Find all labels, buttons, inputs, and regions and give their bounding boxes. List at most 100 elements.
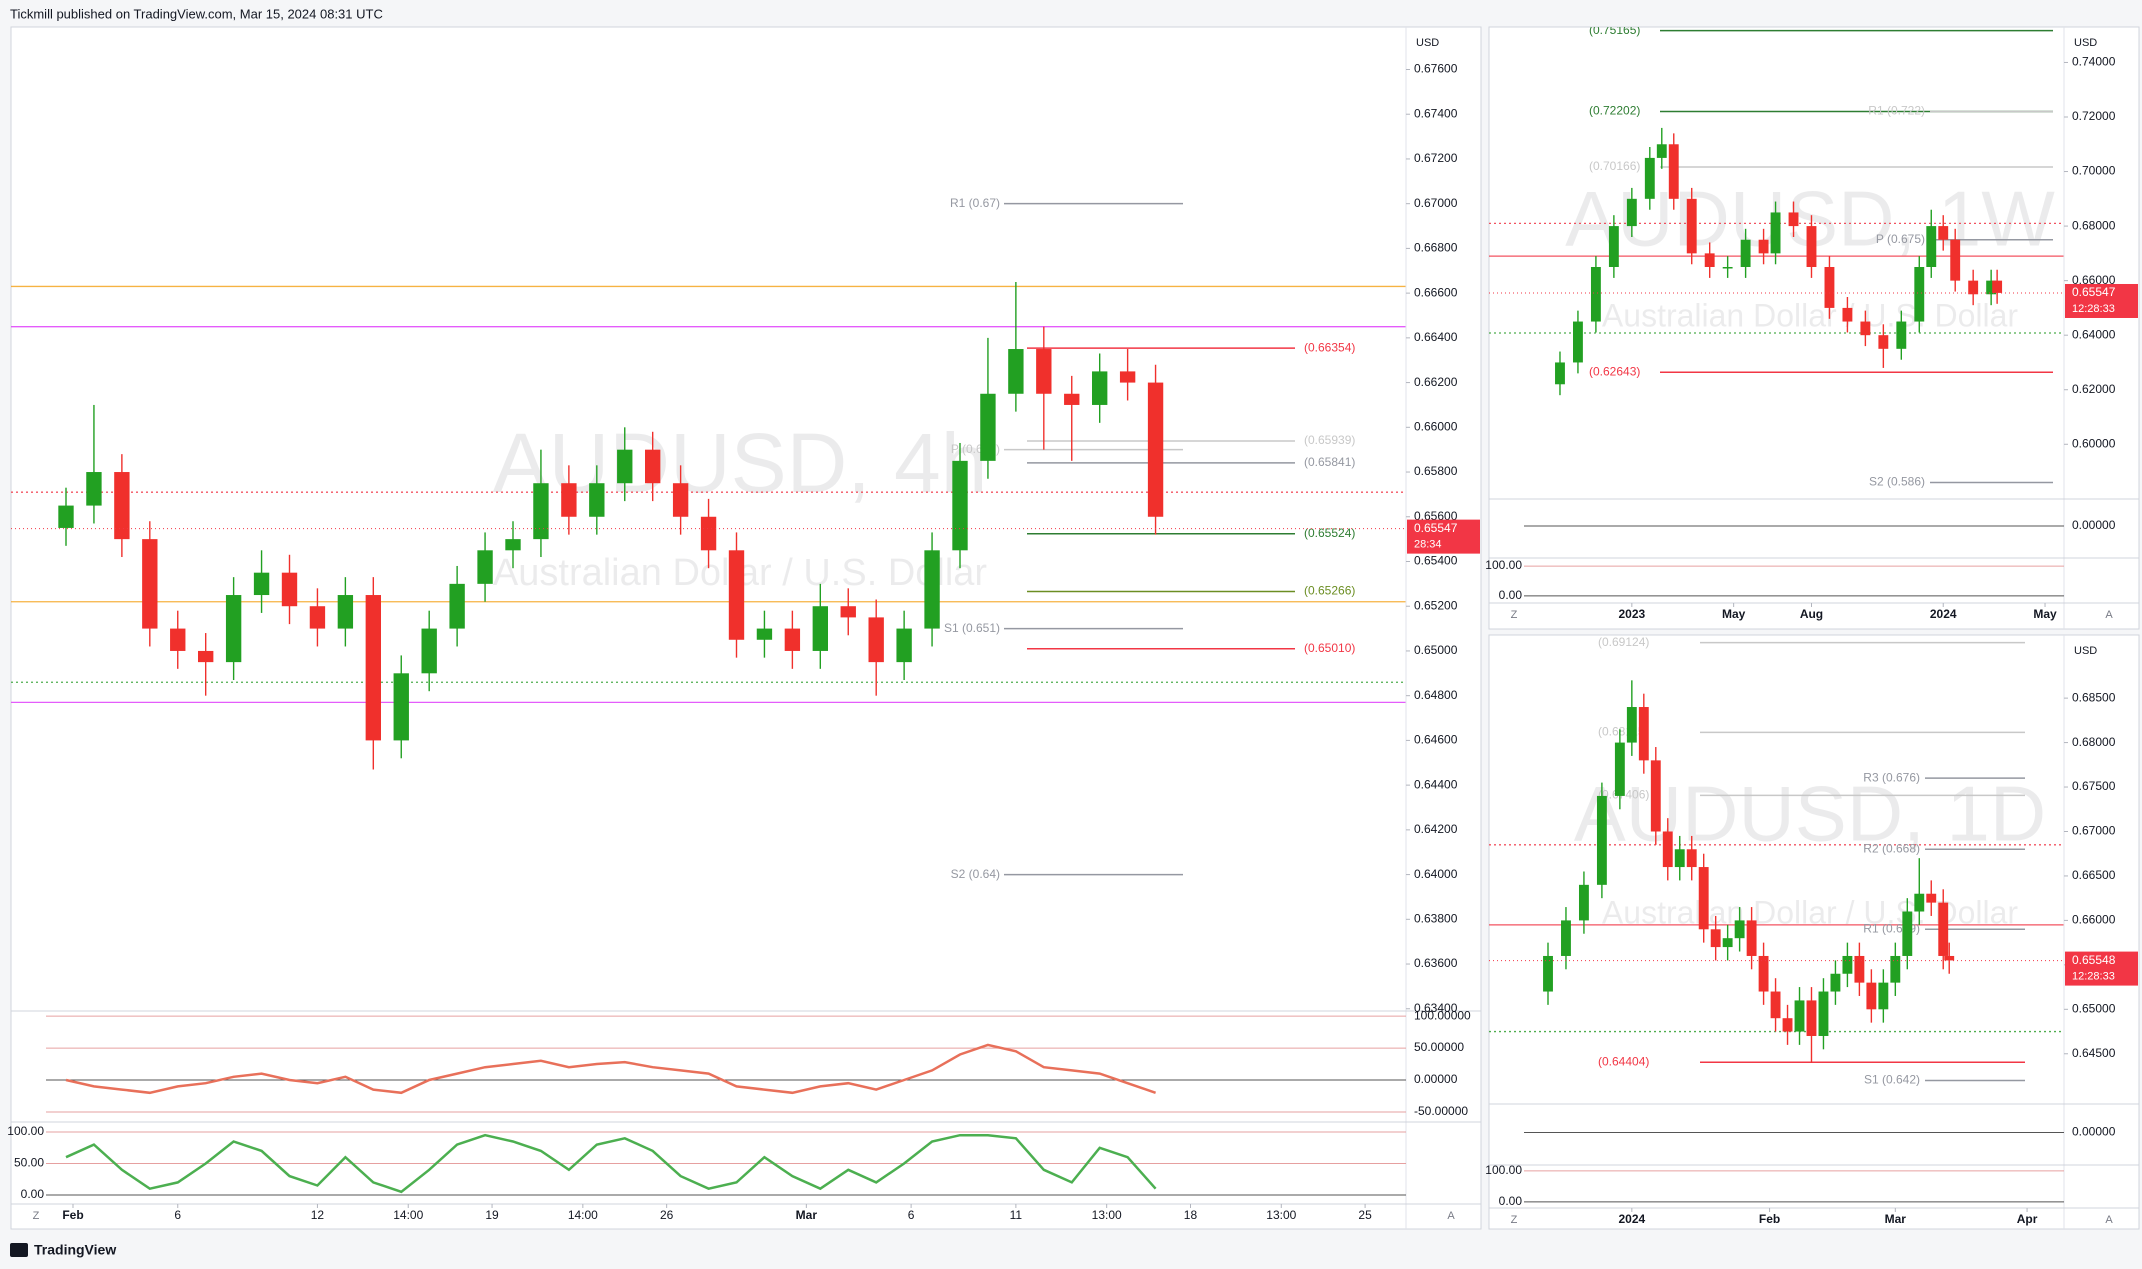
y-tick-label: 0.65400 bbox=[1414, 554, 1458, 568]
watermark-subtitle: Australian Dollar / U.S. Dollar bbox=[1602, 297, 2018, 333]
y-tick-label: 0.66600 bbox=[1414, 285, 1458, 299]
candle-body bbox=[198, 650, 214, 663]
axis-button[interactable]: A bbox=[2105, 1214, 2113, 1226]
candle-body bbox=[1944, 955, 1955, 961]
candle-body bbox=[617, 449, 633, 484]
candle-body bbox=[281, 572, 298, 607]
candle-body bbox=[1008, 349, 1024, 394]
candle-body bbox=[1818, 991, 1829, 1036]
x-tick-label: Feb bbox=[1759, 1212, 1780, 1226]
candle-body bbox=[58, 505, 74, 528]
candle-body bbox=[1734, 920, 1745, 939]
x-tick-label: 13:00 bbox=[1266, 1208, 1296, 1222]
oscillator-line bbox=[65, 1133, 1157, 1194]
oscillator-line bbox=[65, 1043, 1157, 1095]
candle-body bbox=[1614, 742, 1625, 796]
x-tick-label: 14:00 bbox=[568, 1208, 598, 1222]
candle-body bbox=[393, 673, 409, 741]
candle-body bbox=[1686, 849, 1697, 868]
candle-body bbox=[421, 628, 437, 674]
y-tick-label: 0.66000 bbox=[1414, 419, 1458, 433]
level-label: S1 (0.651) bbox=[944, 621, 1000, 635]
x-tick-label: 13:00 bbox=[1092, 1208, 1122, 1222]
candle-body bbox=[1626, 198, 1637, 227]
osc-tick-label: 50.00000 bbox=[1414, 1040, 1464, 1054]
candle-body bbox=[645, 449, 661, 484]
axis-button[interactable]: Z bbox=[1511, 1214, 1518, 1226]
y-tick-label: 0.64400 bbox=[1414, 777, 1458, 791]
candle-body bbox=[1842, 307, 1853, 322]
candle-body bbox=[1722, 938, 1733, 948]
candle-body bbox=[1926, 226, 1937, 267]
level-label: P (0.675) bbox=[1876, 232, 1925, 246]
x-tick-label: 11 bbox=[1010, 1208, 1023, 1222]
level-label: (0.62643) bbox=[1589, 364, 1640, 378]
price-tag-label: 0.65548 bbox=[2072, 953, 2116, 967]
y-tick-label: 0.66200 bbox=[1414, 375, 1458, 389]
x-tick-label: 2024 bbox=[1930, 607, 1957, 621]
level-label: (0.65939) bbox=[1304, 433, 1355, 447]
candle-body bbox=[1902, 911, 1913, 956]
y-tick-label: 0.70000 bbox=[2072, 164, 2116, 178]
candle-body bbox=[1896, 321, 1907, 349]
candle-body bbox=[700, 516, 717, 551]
axis-button[interactable]: A bbox=[2105, 609, 2113, 621]
candle-body bbox=[365, 595, 381, 741]
axis-button[interactable]: A bbox=[1447, 1210, 1455, 1222]
axis-button[interactable]: Z bbox=[33, 1210, 40, 1222]
candle-body bbox=[1036, 349, 1052, 394]
y-tick-label: 0.67200 bbox=[1414, 151, 1458, 165]
candle-body bbox=[1770, 212, 1781, 254]
level-label: (0.65010) bbox=[1304, 641, 1355, 655]
candle-body bbox=[1890, 955, 1901, 983]
y-tick-label: 0.74000 bbox=[2072, 55, 2116, 69]
price-tag-countdown: 12:28:33 bbox=[2072, 970, 2115, 982]
osc-tick-label: 0.00000 bbox=[2072, 1125, 2116, 1139]
price-tag-label: 0.65547 bbox=[2072, 285, 2116, 299]
candle-body bbox=[477, 550, 493, 584]
candle-body bbox=[1788, 212, 1799, 227]
candle-body bbox=[1842, 955, 1853, 974]
price-tag bbox=[2065, 951, 2138, 986]
candle-body bbox=[868, 617, 884, 663]
candle-body bbox=[505, 539, 521, 551]
candle-body bbox=[1770, 991, 1781, 1019]
axis-button[interactable]: Z bbox=[1511, 609, 1518, 621]
candle-body bbox=[1662, 831, 1673, 868]
price-tag-countdown: 12:28:33 bbox=[2072, 303, 2115, 315]
y-tick-label: 0.62000 bbox=[2072, 382, 2116, 396]
candle-body bbox=[86, 472, 102, 506]
y-tick-label: 0.65200 bbox=[1414, 598, 1458, 612]
level-label: R3 (0.676) bbox=[1863, 770, 1920, 784]
y-tick-label: 0.63800 bbox=[1414, 911, 1458, 925]
y-tick-label: 0.64000 bbox=[2072, 327, 2116, 341]
candle-body bbox=[1119, 371, 1136, 383]
candle-body bbox=[1794, 1000, 1805, 1032]
y-tick-label: 0.65000 bbox=[1414, 643, 1458, 657]
candle-body bbox=[980, 393, 996, 461]
candle-body bbox=[1608, 226, 1619, 267]
osc-tick-label: 100.00 bbox=[1485, 558, 1522, 572]
y-tick-label: 0.63600 bbox=[1414, 956, 1458, 970]
y-tick-label: 0.67500 bbox=[2072, 779, 2116, 793]
y-tick-label: 0.65000 bbox=[2072, 1001, 2116, 1015]
price-tag-countdown: 28:34 bbox=[1414, 539, 1442, 551]
candle-body bbox=[1824, 267, 1835, 308]
candle-body bbox=[952, 460, 968, 551]
panel-frame bbox=[10, 26, 1482, 1230]
candle-body bbox=[756, 628, 773, 640]
y-tick-label: 0.64800 bbox=[1414, 688, 1458, 702]
candle-body bbox=[1830, 973, 1841, 992]
level-label: (0.65266) bbox=[1304, 584, 1355, 598]
candle-body bbox=[1938, 226, 1949, 240]
y-tick-label: 0.66800 bbox=[1414, 241, 1458, 255]
x-tick-label: 6 bbox=[174, 1208, 181, 1222]
candle-body bbox=[1746, 920, 1757, 956]
price-tag-label: 0.65547 bbox=[1414, 521, 1458, 535]
price-tag bbox=[2065, 283, 2138, 318]
osc-tick-label: 0.00 bbox=[21, 1187, 45, 1201]
x-tick-label: 14:00 bbox=[393, 1208, 423, 1222]
